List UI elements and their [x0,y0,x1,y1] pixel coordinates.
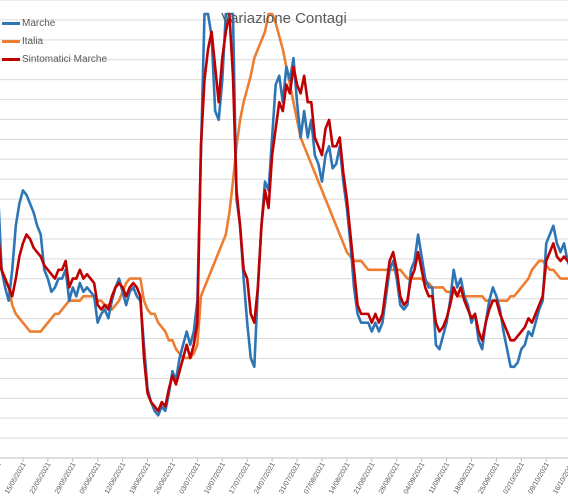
x-tick-label: 12/06/2021 [104,461,128,495]
x-tick-label: 05/06/2021 [79,461,103,495]
legend-label: Sintomatici Marche [22,53,108,65]
x-tick-label: 24/07/2021 [253,461,277,495]
x-tick-label: 07/08/2021 [303,461,327,495]
x-tick-label: 17/07/2021 [228,461,252,495]
legend-item: Sintomatici Marche [2,50,107,68]
x-tick-label: 11/09/2021 [428,461,451,494]
x-tick-label: 16/10/2021 [552,461,568,495]
chart-legend: Marche Italia Sintomatici Marche [2,14,107,68]
legend-label: Marche [22,17,56,29]
legend-item: Italia [2,32,107,50]
legend-label: Italia [22,35,44,47]
x-tick-label: 14/08/2021 [328,461,352,495]
x-tick-label: 19/06/2021 [129,461,153,495]
chart-title: Variazione Contagi [221,10,347,27]
x-tick-label: 28/08/2021 [378,461,402,495]
series-line-sintomatici-marche [0,12,568,413]
x-tick-label: 26/06/2021 [154,461,178,495]
x-tick-label: 22/05/2021 [29,461,53,495]
x-tick-label: 08/05/2021 [0,461,3,495]
legend-swatch [2,39,20,43]
x-tick-label: 02/10/2021 [502,461,526,495]
x-tick-label: 04/09/2021 [403,461,427,495]
legend-swatch [2,57,20,61]
x-tick-label: 21/08/2021 [353,461,377,495]
x-tick-label: 03/07/2021 [179,461,203,495]
x-tick-label: 09/10/2021 [527,461,551,495]
x-tick-label: 25/09/2021 [478,461,502,495]
x-tick-label: 31/07/2021 [278,461,302,495]
legend-item: Marche [2,14,107,32]
x-tick-label: 15/05/2021 [4,461,28,495]
x-tick-label: 10/07/2021 [203,461,227,495]
x-tick-label: 29/05/2021 [54,461,78,495]
x-tick-label: 18/09/2021 [453,461,477,495]
legend-swatch [2,21,20,25]
series-line-marche [0,12,568,417]
